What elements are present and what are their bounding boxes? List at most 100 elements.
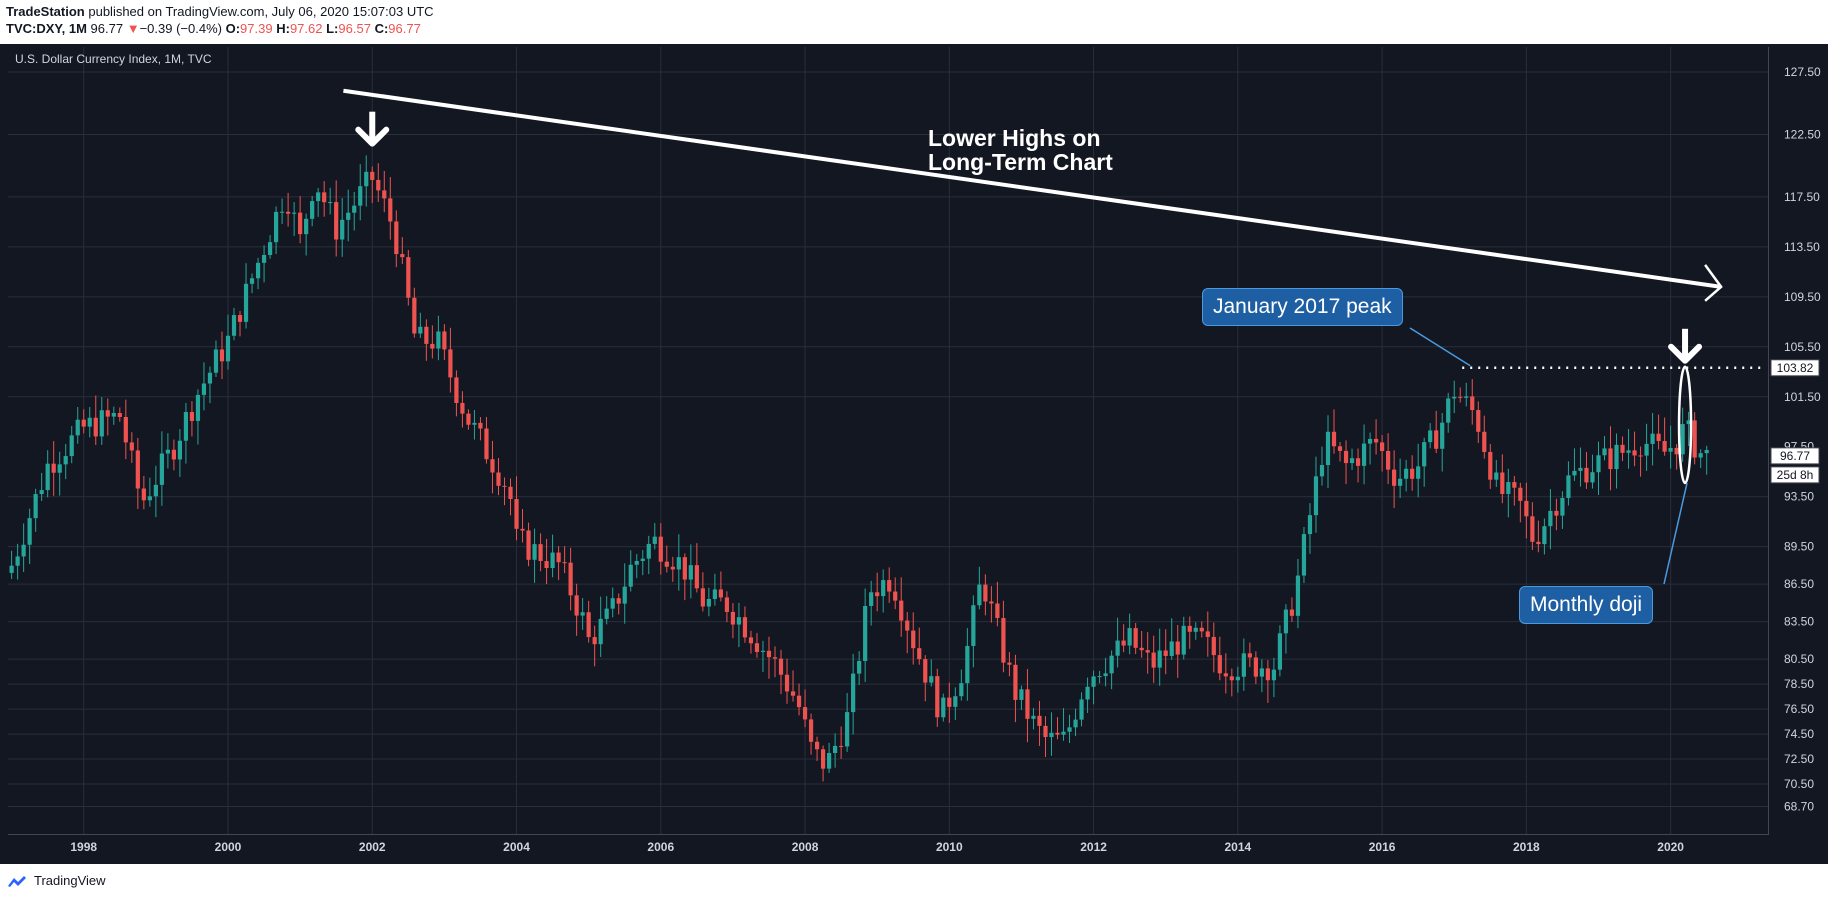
candle-body	[81, 419, 86, 427]
candle-body	[760, 650, 766, 652]
candle-body	[1319, 465, 1325, 477]
candle-body	[147, 496, 152, 501]
candle-body	[310, 201, 315, 219]
candle-body	[412, 297, 417, 334]
candle-body	[442, 331, 447, 350]
candle-body	[670, 566, 675, 570]
candle-body	[1343, 450, 1349, 464]
candle-body	[1145, 650, 1150, 653]
candle-body	[1464, 396, 1469, 398]
candle-body	[1404, 468, 1409, 479]
candle-body	[935, 676, 940, 718]
callout-january-2017-peak[interactable]: January 2017 peak	[1202, 288, 1403, 326]
candle-body	[15, 556, 20, 566]
candle-body	[237, 315, 243, 322]
candle-body	[1361, 443, 1367, 466]
candle-body	[93, 417, 98, 437]
candle-body	[1548, 510, 1553, 527]
candle-body	[1157, 650, 1162, 668]
candle-body	[796, 695, 802, 708]
candle-body	[1061, 731, 1066, 735]
candle-body	[388, 198, 393, 222]
candle-body	[911, 630, 916, 649]
trendline-lower-highs	[343, 88, 1722, 289]
candle-body	[526, 530, 531, 560]
candle-body	[532, 544, 537, 560]
candle-body	[1572, 470, 1577, 476]
candle-body	[111, 413, 116, 417]
candle-body	[273, 211, 279, 243]
chart-svg[interactable]: 127.50 122.50 117.50 113.50 109.50 105.50 101.…	[0, 44, 1828, 864]
candle-body	[99, 410, 104, 437]
candle-body	[562, 562, 567, 564]
candle-body	[364, 171, 369, 187]
candle-body	[1662, 441, 1667, 452]
candle-body	[1259, 668, 1264, 677]
candle-body	[352, 205, 357, 213]
candle-body	[568, 562, 573, 596]
candle-body	[1043, 725, 1048, 738]
candle-body	[1470, 396, 1475, 411]
candle-body	[1211, 636, 1216, 656]
tradingview-logo[interactable]: TradingView	[6, 873, 106, 888]
candle-body	[1386, 450, 1391, 470]
candle-body	[1295, 575, 1301, 616]
last-price-badge-bg	[1770, 447, 1820, 465]
candle-body	[484, 428, 489, 460]
candle-body	[718, 589, 723, 598]
candle-body	[472, 422, 477, 425]
candle-body	[177, 440, 183, 460]
candle-body	[1482, 431, 1487, 452]
publisher-name[interactable]: TradeStation	[6, 4, 85, 19]
candle-body	[1169, 641, 1174, 656]
x-tick-label: 2002	[359, 840, 386, 854]
candle-body	[1193, 627, 1198, 632]
candle-body	[634, 560, 639, 565]
candle-body	[75, 419, 80, 436]
annotation-line-1: Lower Highs on	[928, 125, 1101, 151]
chart-area[interactable]: 127.50 122.50 117.50 113.50 109.50 105.50 101.…	[0, 44, 1828, 864]
y-tick-label: 74.50	[1784, 727, 1814, 741]
candle-body	[766, 650, 772, 658]
x-tick-label: 1998	[70, 840, 97, 854]
candle-body	[574, 595, 579, 616]
candle-body	[33, 494, 38, 519]
candle-body	[1668, 447, 1673, 452]
candle-body	[406, 257, 411, 298]
candle-body	[1608, 448, 1613, 470]
candle-body	[520, 528, 525, 531]
candle-body	[219, 349, 225, 362]
candle-body	[1638, 455, 1643, 457]
candle-body	[682, 557, 687, 580]
candle-body	[1512, 482, 1517, 488]
candle-body	[1379, 442, 1385, 451]
trendline-arrowhead	[1704, 264, 1723, 302]
candle-body	[664, 561, 669, 567]
candle-body	[382, 190, 387, 199]
y-tick-label: 101.50	[1784, 390, 1821, 404]
candle-body	[1398, 478, 1403, 486]
candle-body	[814, 741, 820, 750]
y-tick-label: 72.50	[1784, 752, 1814, 766]
candle-body	[1494, 472, 1499, 480]
y-tick-label: 83.50	[1784, 615, 1814, 629]
candle-body	[159, 453, 164, 485]
candle-body	[1103, 673, 1108, 677]
candle-body	[1241, 653, 1246, 677]
candle-body	[1181, 625, 1186, 655]
plot-pane[interactable]	[8, 47, 1769, 835]
candle-body	[977, 584, 982, 606]
candle-body	[724, 597, 730, 612]
x-tick-label: 2014	[1224, 840, 1251, 854]
tradingview-brand: TradingView	[34, 873, 106, 888]
candle-body	[790, 691, 796, 696]
candles	[9, 155, 1709, 782]
callout-monthly-doji[interactable]: Monthly doji	[1519, 586, 1654, 624]
candle-body	[400, 254, 405, 258]
price-badge-103-bg	[1770, 359, 1820, 377]
candle-body	[1446, 398, 1451, 423]
candle-body	[875, 592, 880, 597]
grid-lines	[8, 47, 1768, 834]
candle-body	[1217, 655, 1222, 674]
candle-body	[1085, 686, 1090, 700]
